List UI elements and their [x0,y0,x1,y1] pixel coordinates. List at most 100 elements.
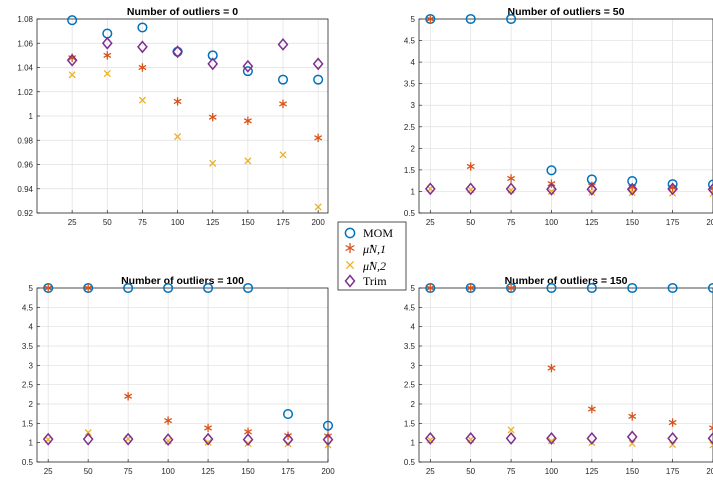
data-point [279,151,287,159]
data-point [203,282,214,294]
x-tick-label: 175 [276,218,290,227]
legend-marker-mom [344,227,356,239]
y-tick-label: 1.06 [17,39,33,48]
data-point [83,282,94,294]
x-tick-label: 175 [666,218,680,227]
legend-label-mu-n1: μ̂N,1 [362,242,386,256]
plot-area [37,288,328,462]
plot-area [419,288,713,462]
y-tick-label: 1.5 [404,166,416,175]
panel-4: 0.5 1 1.5 2 2.5 3 3.5 4 4.5 5 25 50 75 100 125 150 175 20… [404,275,713,476]
chart-title: Number of outliers = 100 [121,275,244,287]
x-tick-label: 175 [281,467,295,476]
y-tick-label: 1 [29,439,34,448]
series-n-2 [68,70,322,211]
x-tick-label: 125 [206,218,220,227]
x-tick-label: 175 [666,467,680,476]
panel-3: 0.5 1 1.5 2 2.5 3 3.5 4 4.5 5 25 50 75 100 125 150 175 20… [22,275,335,476]
y-tick-label: 1.08 [17,15,33,24]
data-point [162,433,174,447]
data-point [466,162,475,171]
data-point [103,51,112,60]
y-tick-label: 4.5 [404,303,416,312]
data-point [207,57,219,71]
legend: MOM μ̂N,1 μ̂N,2 Trim [337,221,407,291]
x-tick-label: 200 [321,467,335,476]
y-tick-label: 0.96 [17,161,33,170]
data-point [124,392,133,401]
data-point [44,283,53,293]
data-point [707,182,713,196]
y-tick-label: 1 [29,112,34,121]
data-point [314,133,323,143]
chart-title: Number of outliers = 150 [505,275,628,287]
y-tick-label: 0.5 [404,458,416,467]
data-point [242,66,253,77]
legend-label-trim: Trim [363,274,387,288]
y-tick-label: 5 [411,15,416,24]
data-point [123,282,134,294]
data-point [277,74,289,85]
data-point [707,179,713,190]
data-point [163,282,174,294]
y-tick-label: 1.02 [17,88,33,97]
axes-box [418,18,713,214]
series-trim [424,182,713,196]
x-tick-label: 200 [706,467,713,476]
y-tick-label: 1.5 [404,419,416,428]
data-point [66,53,78,67]
data-point [546,182,557,196]
y-tick-label: 2.5 [22,381,34,390]
data-point [426,14,435,24]
data-point [626,182,638,196]
data-point [202,432,214,446]
series-mom [425,13,713,190]
data-point [586,182,598,196]
data-point [628,439,636,447]
y-tick-label: 0.5 [404,209,416,218]
data-point [668,418,677,427]
y-tick-label: 4 [29,323,34,332]
y-tick-label: 4.5 [22,303,34,312]
data-point [426,283,435,293]
y-tick-label: 3 [411,101,416,110]
series-mom [425,282,713,294]
legend-marker-mu-n2 [345,260,355,270]
x-tick-label: 125 [201,467,215,476]
data-point [505,431,517,445]
data-point [68,71,76,79]
x-tick-label: 25 [68,218,77,227]
y-tick-label: 2.5 [404,123,416,132]
data-point [103,70,111,78]
data-point [204,423,213,433]
y-tick-label: 3 [29,361,34,370]
series-trim [66,36,324,73]
y-tick-label: 2 [29,400,34,409]
y-tick-label: 1.5 [22,419,34,428]
x-tick-label: 75 [124,467,133,476]
data-point [586,431,598,445]
data-point [138,63,147,72]
axes-box [418,287,713,463]
y-tick-label: 0.94 [17,185,33,194]
data-point [465,13,476,25]
legend-label-mu-n2: μ̂N,2 [362,259,386,273]
data-point [424,182,436,196]
data-point [547,437,556,445]
legend-entry-mu-n1: μ̂N,1 [345,242,386,256]
series-trim [42,432,334,447]
data-point [208,113,217,122]
x-tick-label: 150 [626,218,640,227]
data-point [242,59,254,73]
data-point [322,433,334,447]
data-point [43,282,54,294]
data-point [586,282,597,294]
data-point [101,36,113,50]
data-point [282,433,294,447]
data-point [547,363,556,373]
data-point [164,416,173,425]
x-tick-label: 25 [44,467,53,476]
legend-entry-mom: MOM [344,226,393,240]
x-tick-label: 50 [103,218,112,227]
legend-marker-trim [344,274,356,288]
